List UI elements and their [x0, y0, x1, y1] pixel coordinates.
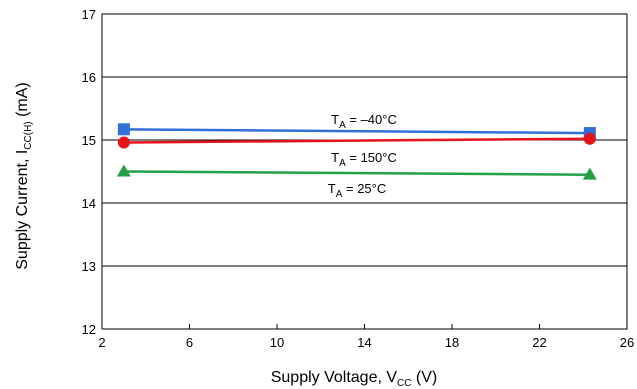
x-tick-label-18: 18	[445, 335, 459, 350]
x-tick-label-26: 26	[620, 335, 634, 350]
series-1-annotation: TA = –40°C	[331, 112, 397, 131]
x-tick-label-10: 10	[270, 335, 284, 350]
y-tick-label-13: 13	[82, 259, 96, 274]
y-tick-label-14: 14	[82, 196, 96, 211]
y-axis-label: Supply Current, ICC(H) (mA)	[14, 82, 34, 270]
series-3-point-2	[582, 167, 597, 180]
series-annotations: TA = –40°C TA = 150°C TA = 25°C	[328, 112, 397, 200]
series-2	[117, 132, 596, 149]
series-3-line	[123, 170, 590, 176]
x-axis-label-main: Supply Voltage, V	[271, 369, 398, 386]
y-tick-label-17: 17	[82, 7, 96, 22]
series-2-annotation: TA = 150°C	[331, 150, 397, 169]
y-tick-label-12: 12	[82, 322, 96, 337]
x-tick-label-6: 6	[186, 335, 193, 350]
series-layer	[116, 123, 597, 180]
x-tick-label-22: 22	[532, 335, 546, 350]
series-1-point-1	[117, 123, 130, 136]
x-axis-label-unit: (V)	[411, 369, 437, 386]
series-3-point-1	[116, 164, 131, 177]
series-3	[116, 164, 597, 180]
x-axis-label-subscript: CC	[397, 378, 411, 389]
y-tick-label-16: 16	[82, 70, 96, 85]
x-axis-label: Supply Voltage, VCC (V)	[271, 369, 438, 389]
series-2-point-2	[583, 132, 596, 145]
y-axis-label-unit: (mA)	[14, 82, 31, 121]
x-tick-label-2: 2	[98, 335, 105, 350]
series-2-line	[123, 137, 590, 144]
y-tick-label-15: 15	[82, 133, 96, 148]
y-axis-label-subscript: CC(H)	[23, 121, 34, 149]
series-1-line	[123, 128, 590, 135]
x-tick-label-14: 14	[357, 335, 371, 350]
series-2-point-1	[117, 136, 130, 149]
y-axis-label-main: Supply Current, I	[14, 150, 31, 270]
series-3-annotation: TA = 25°C	[328, 181, 387, 200]
